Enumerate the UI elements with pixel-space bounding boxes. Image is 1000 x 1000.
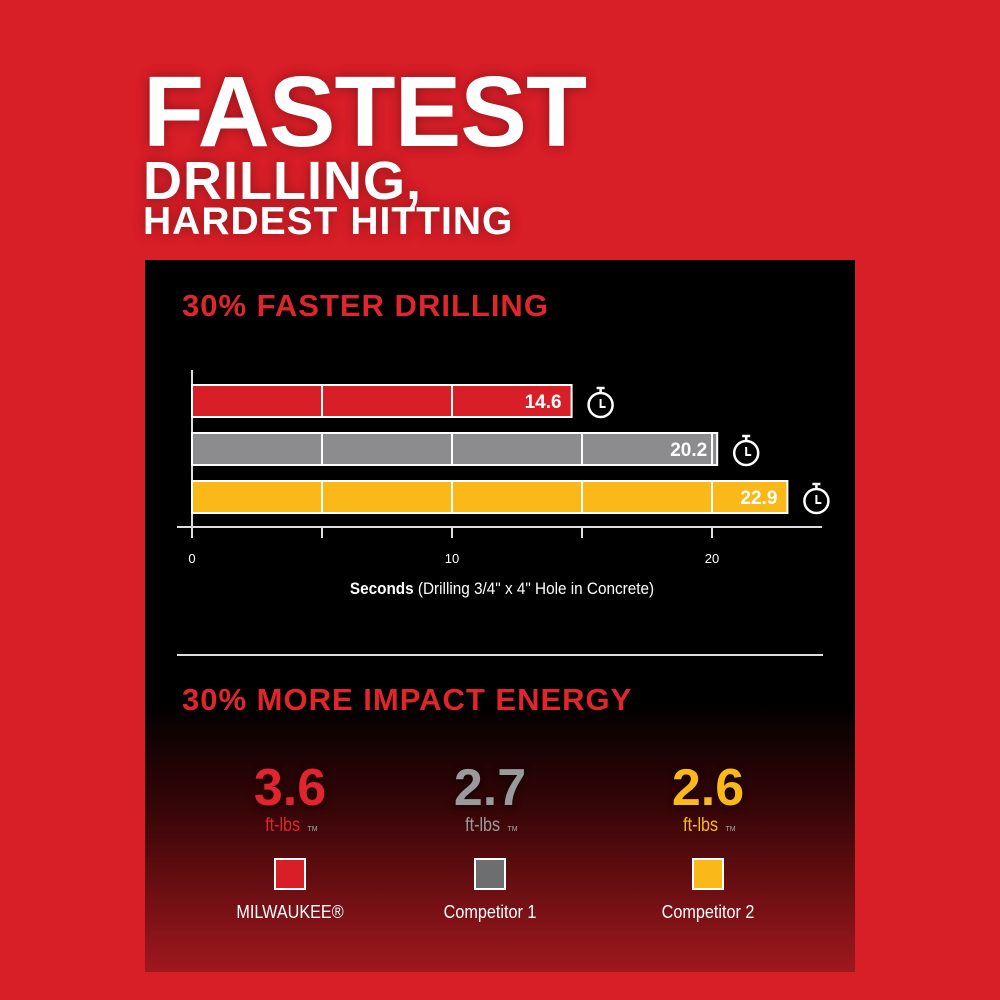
legend-label: Competitor 1 xyxy=(443,902,537,922)
legend-label: MILWAUKEE® xyxy=(236,902,344,922)
bar-0 xyxy=(191,384,573,418)
x-tick-label: 20 xyxy=(705,551,719,566)
section-heading-impact: 30% MORE IMPACT ENERGY xyxy=(182,682,633,717)
x-tick-label: 0 xyxy=(188,551,195,566)
impact-stat: 2.6 ft-lbs TM Competitor 2 xyxy=(608,760,808,923)
stopwatch-icon xyxy=(587,386,614,419)
title-line-1: FASTEST xyxy=(143,56,587,168)
legend-swatch xyxy=(474,858,506,890)
impact-value: 2.6 xyxy=(671,759,745,817)
impact-stat: 3.6 ft-lbs TM MILWAUKEE® xyxy=(190,760,390,923)
impact-value: 2.7 xyxy=(453,759,527,817)
impact-stat: 2.7 ft-lbs TM Competitor 1 xyxy=(390,760,590,923)
impact-unit: ft-lbs xyxy=(465,815,501,836)
trademark: TM xyxy=(307,826,318,833)
x-axis-label-rest: (Drilling 3/4" x 4" Hole in Concrete) xyxy=(413,579,655,598)
bar-value-label: 20.2 xyxy=(670,440,707,461)
stats-panel xyxy=(145,260,855,972)
x-axis-label-bold: Seconds xyxy=(349,579,414,598)
impact-unit: ft-lbs xyxy=(265,815,301,836)
bar-1 xyxy=(191,432,719,466)
bar-value-label: 22.9 xyxy=(740,488,777,509)
section-divider xyxy=(177,654,823,656)
title-line-2: DRILLING, xyxy=(143,151,422,211)
bar-value-label: 14.6 xyxy=(525,392,562,413)
legend-swatch xyxy=(274,858,306,890)
x-tick-label: 10 xyxy=(445,551,459,566)
section-heading-drilling: 30% FASTER DRILLING xyxy=(182,288,549,323)
impact-value: 3.6 xyxy=(253,759,327,817)
title-line-3: HARDEST HITTING xyxy=(143,200,514,243)
legend-swatch xyxy=(692,858,724,890)
trademark: TM xyxy=(725,826,736,833)
legend-label: Competitor 2 xyxy=(661,902,755,922)
impact-unit: ft-lbs xyxy=(683,815,719,836)
stopwatch-icon xyxy=(732,434,760,467)
bar-2 xyxy=(191,480,789,514)
stopwatch-icon xyxy=(803,482,830,515)
trademark: TM xyxy=(507,826,518,833)
x-axis-label: Seconds (Drilling 3/4" x 4" Hole in Conc… xyxy=(223,579,781,599)
